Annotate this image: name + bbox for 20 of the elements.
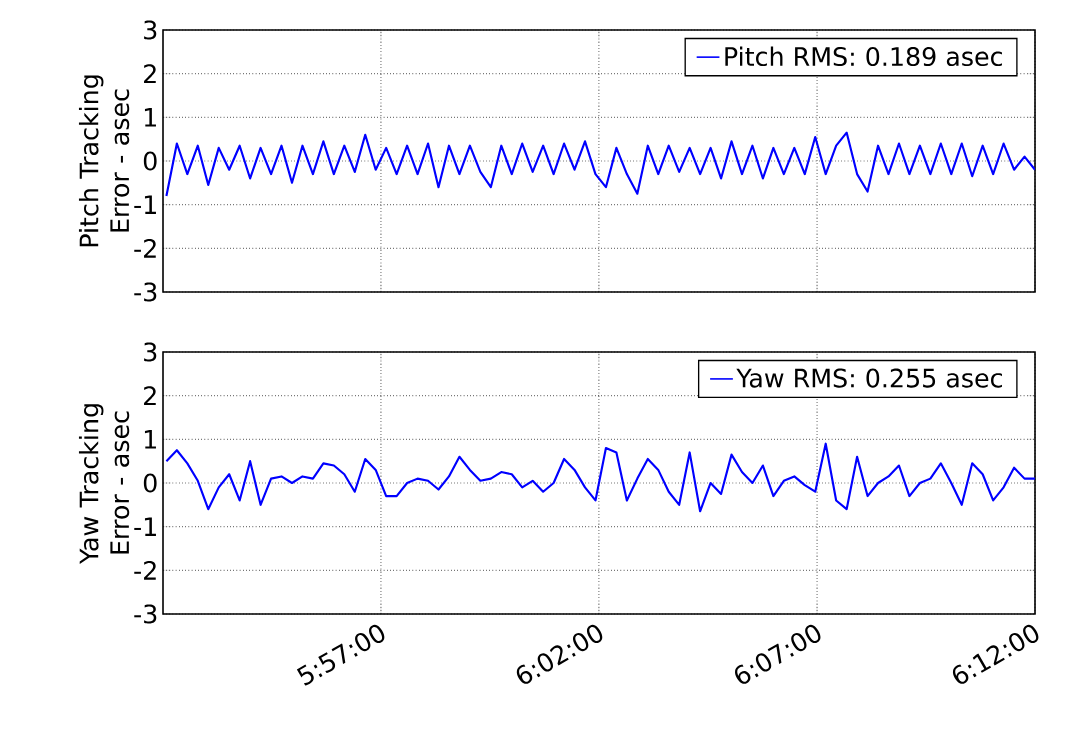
y-tick-label: 2 [144,386,156,406]
y-tick-label: 1 [144,430,156,449]
y-tick-label: -2 [134,560,156,580]
y-tick-label: 1 [144,108,156,127]
y-tick-label: 3 [144,342,157,362]
y-tick-label: -1 [134,517,156,536]
legend-label: Pitch RMS: 0.189 asec [725,46,1002,67]
legend-label: Yaw RMS: 0.255 asec [736,368,1002,388]
line-series [165,131,1036,197]
y-tick-label: -1 [134,195,156,214]
line-series [165,442,1036,513]
y-tick-label: -2 [134,238,156,258]
y-tick-label: 0 [143,151,157,171]
y-tick-label: -3 [134,604,157,624]
y-axis-title: Yaw Tracking Error - asec [78,404,130,565]
y-tick-label: 3 [144,20,157,40]
y-tick-label: -3 [134,282,157,302]
y-tick-label: 0 [143,473,157,493]
y-tick-label: 2 [144,64,156,84]
y-axis-title: Pitch Tracking Error - asec [78,75,130,247]
